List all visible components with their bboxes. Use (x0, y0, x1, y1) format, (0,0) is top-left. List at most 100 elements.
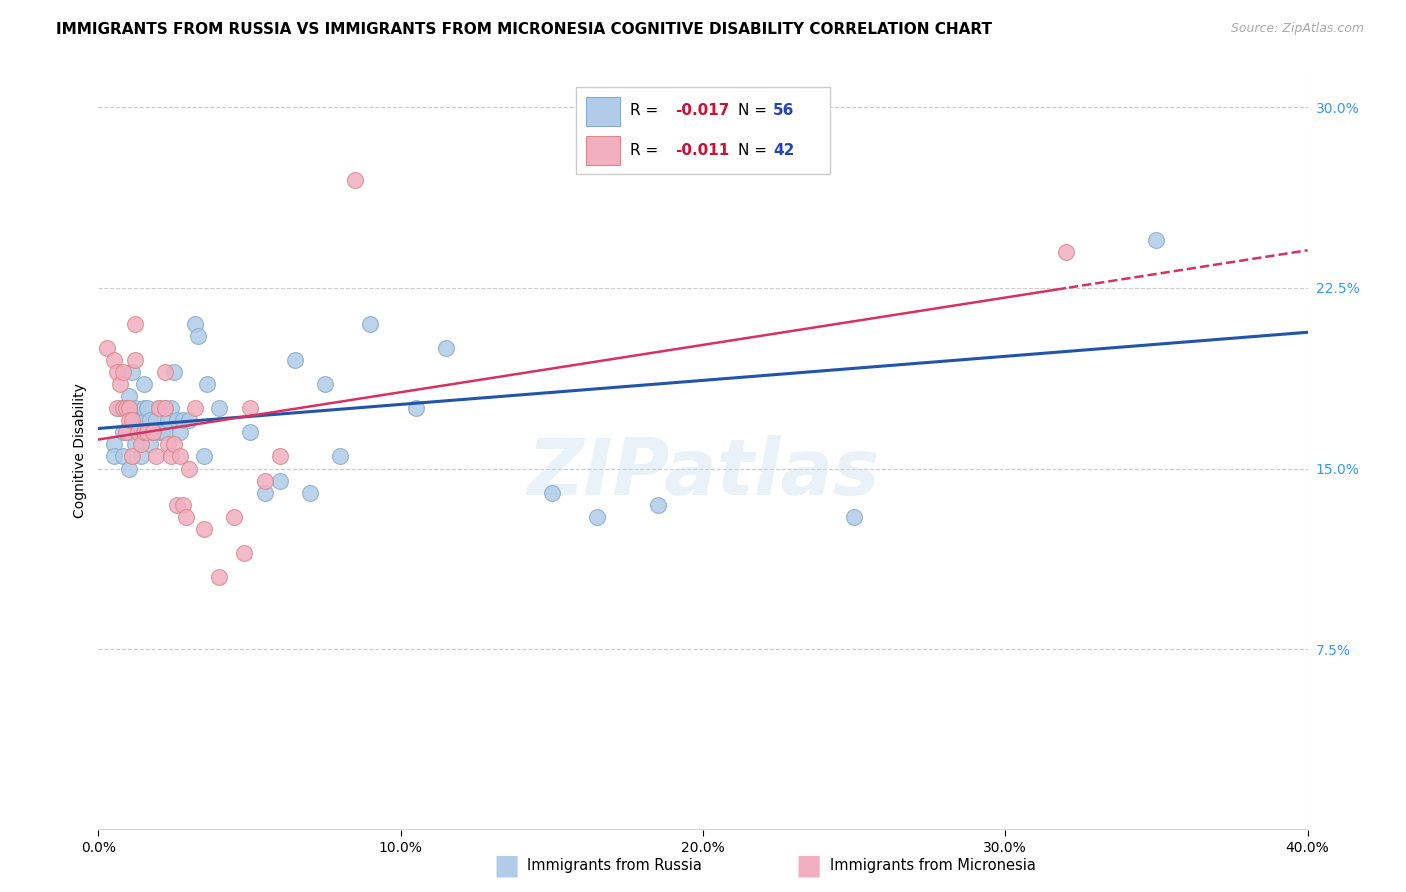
Point (193, 450, 215, 464)
Point (114, 401, 136, 416)
Point (111, 450, 134, 464)
Point (142, 425, 165, 440)
Point (124, 353, 146, 368)
Point (647, 498, 669, 512)
Point (169, 450, 191, 464)
Point (156, 437, 179, 451)
Point (111, 401, 134, 416)
Point (160, 450, 183, 464)
Point (139, 413, 162, 427)
Point (103, 450, 125, 464)
Point (253, 485, 276, 500)
Point (105, 401, 128, 416)
Point (1146, 233, 1168, 247)
Point (153, 365, 176, 379)
Point (163, 365, 186, 379)
Text: ■: ■ (494, 851, 519, 880)
Point (224, 509, 246, 524)
Point (129, 413, 152, 427)
Point (150, 425, 173, 440)
Point (118, 425, 141, 440)
Point (174, 509, 197, 524)
Point (129, 450, 152, 464)
Point (96, 341, 118, 355)
Point (135, 401, 157, 416)
Point (121, 413, 143, 427)
Point (129, 437, 152, 451)
Text: -0.017: -0.017 (675, 103, 730, 119)
Point (184, 401, 207, 416)
Point (132, 377, 155, 392)
Point (586, 509, 609, 524)
Point (163, 437, 186, 451)
Point (752, 136, 775, 151)
Point (148, 401, 170, 416)
Point (179, 413, 201, 427)
Text: Immigrants from Micronesia: Immigrants from Micronesia (830, 858, 1035, 872)
Point (172, 498, 194, 512)
Text: -0.011: -0.011 (675, 143, 730, 158)
Text: ■: ■ (796, 851, 821, 880)
Point (314, 377, 336, 392)
Point (166, 498, 188, 512)
Point (108, 377, 131, 392)
Point (360, 317, 382, 331)
Point (108, 401, 131, 416)
Point (208, 401, 231, 416)
Point (239, 425, 262, 440)
Point (1054, 244, 1077, 259)
Text: N =: N = (738, 103, 772, 119)
Point (153, 425, 176, 440)
Point (127, 425, 149, 440)
Point (105, 365, 128, 379)
Point (195, 377, 218, 392)
Point (148, 401, 170, 416)
Point (193, 522, 215, 536)
Point (118, 413, 141, 427)
Text: Immigrants from Russia: Immigrants from Russia (527, 858, 702, 872)
Point (114, 425, 136, 440)
Bar (586, 97, 620, 126)
Point (111, 365, 134, 379)
Point (299, 485, 322, 500)
Point (166, 413, 188, 427)
Point (118, 389, 141, 403)
Point (344, 172, 367, 186)
Point (284, 353, 307, 368)
Point (145, 450, 167, 464)
Point (156, 413, 179, 427)
FancyBboxPatch shape (576, 87, 830, 174)
Text: R =: R = (630, 103, 664, 119)
Point (208, 570, 231, 584)
Point (121, 365, 143, 379)
Text: 42: 42 (773, 143, 794, 158)
Point (269, 450, 291, 464)
Point (434, 341, 457, 355)
Point (187, 329, 209, 343)
Point (253, 474, 276, 488)
Y-axis label: Cognitive Disability: Cognitive Disability (73, 383, 87, 518)
Point (111, 425, 134, 440)
Point (127, 425, 149, 440)
Text: N =: N = (738, 143, 772, 158)
Point (132, 401, 155, 416)
Point (118, 401, 141, 416)
Point (184, 317, 207, 331)
Point (329, 450, 352, 464)
Point (124, 401, 146, 416)
Point (169, 425, 191, 440)
Point (405, 401, 427, 416)
Point (124, 317, 146, 331)
Point (232, 546, 254, 560)
Point (269, 474, 291, 488)
Point (145, 413, 167, 427)
Point (540, 485, 562, 500)
Point (148, 425, 170, 440)
Point (153, 401, 176, 416)
Point (844, 509, 866, 524)
Point (160, 401, 183, 416)
Bar (586, 136, 620, 165)
Point (139, 437, 162, 451)
Point (239, 401, 262, 416)
Text: Source: ZipAtlas.com: Source: ZipAtlas.com (1230, 22, 1364, 36)
